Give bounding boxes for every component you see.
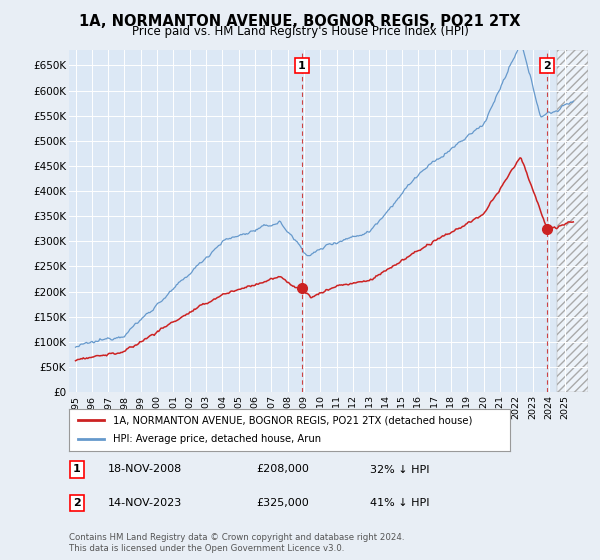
Text: 1A, NORMANTON AVENUE, BOGNOR REGIS, PO21 2TX (detached house): 1A, NORMANTON AVENUE, BOGNOR REGIS, PO21… — [113, 415, 472, 425]
Text: 1A, NORMANTON AVENUE, BOGNOR REGIS, PO21 2TX: 1A, NORMANTON AVENUE, BOGNOR REGIS, PO21… — [79, 14, 521, 29]
Text: 18-NOV-2008: 18-NOV-2008 — [108, 464, 182, 474]
Text: 32% ↓ HPI: 32% ↓ HPI — [370, 464, 430, 474]
Text: 41% ↓ HPI: 41% ↓ HPI — [370, 498, 430, 508]
Text: Price paid vs. HM Land Registry's House Price Index (HPI): Price paid vs. HM Land Registry's House … — [131, 25, 469, 38]
Bar — [557, 50, 588, 392]
Text: £325,000: £325,000 — [256, 498, 308, 508]
Bar — [557, 50, 588, 392]
Text: 1: 1 — [73, 464, 80, 474]
Text: £208,000: £208,000 — [256, 464, 309, 474]
Text: Contains HM Land Registry data © Crown copyright and database right 2024.
This d: Contains HM Land Registry data © Crown c… — [69, 533, 404, 553]
Text: 2: 2 — [73, 498, 80, 508]
Text: HPI: Average price, detached house, Arun: HPI: Average price, detached house, Arun — [113, 435, 321, 445]
Text: 2: 2 — [543, 60, 551, 71]
Text: 14-NOV-2023: 14-NOV-2023 — [108, 498, 182, 508]
Text: 1: 1 — [298, 60, 306, 71]
